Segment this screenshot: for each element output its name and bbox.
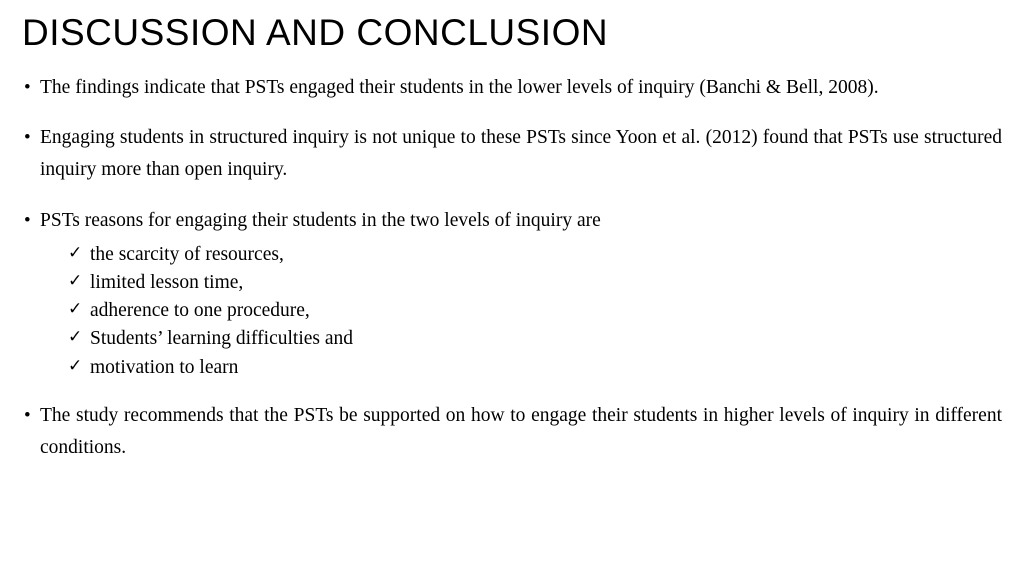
- sub-list-item: the scarcity of resources,: [68, 241, 1002, 269]
- list-item: The study recommends that the PSTs be su…: [22, 400, 1002, 464]
- slide-title: DISCUSSION AND CONCLUSION: [22, 12, 1002, 54]
- sub-list-item: Students’ learning difficulties and: [68, 325, 1002, 353]
- sub-list-item: limited lesson time,: [68, 269, 1002, 297]
- list-item: Engaging students in structured inquiry …: [22, 122, 1002, 186]
- sub-list-item: adherence to one procedure,: [68, 297, 1002, 325]
- sub-list: the scarcity of resources, limited lesso…: [68, 241, 1002, 382]
- list-item: PSTs reasons for engaging their students…: [22, 205, 1002, 383]
- list-item: The findings indicate that PSTs engaged …: [22, 72, 1002, 104]
- sub-list-item: motivation to learn: [68, 354, 1002, 382]
- list-item-text: PSTs reasons for engaging their students…: [40, 210, 601, 231]
- bullet-list: The findings indicate that PSTs engaged …: [22, 72, 1002, 464]
